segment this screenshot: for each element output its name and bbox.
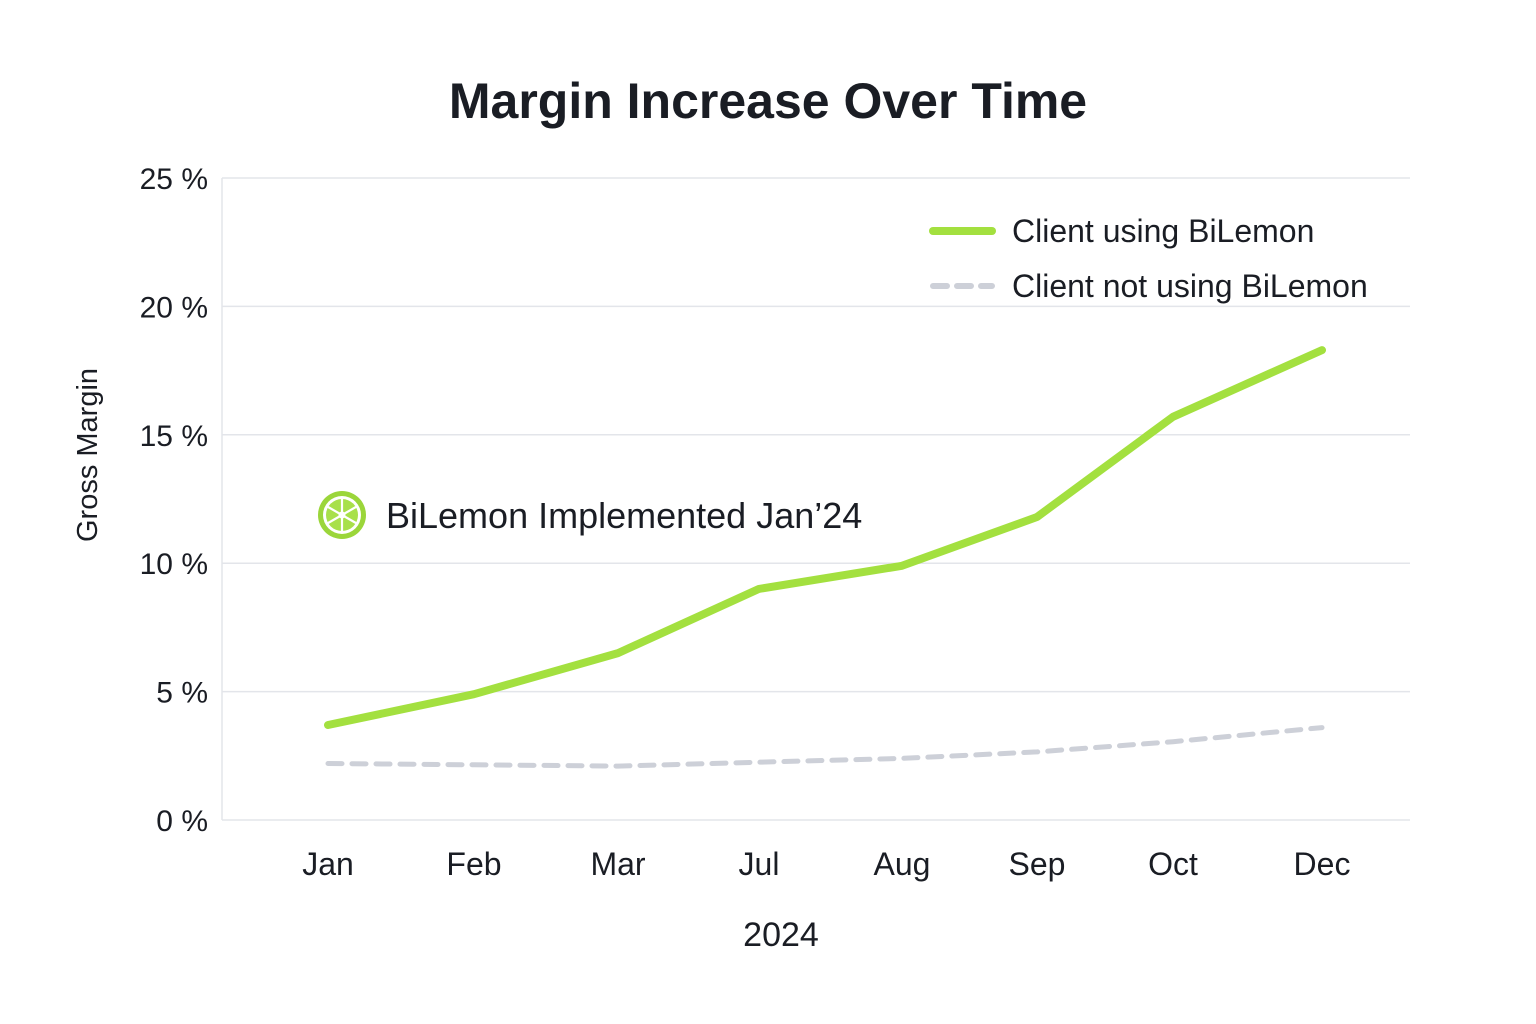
y-tick-label: 20 % [140, 291, 208, 324]
y-axis-label: Gross Margin [72, 368, 104, 542]
grid-lines [221, 177, 1410, 821]
x-tick-label: Oct [1148, 846, 1198, 882]
y-tick-label: 15 % [140, 420, 208, 453]
x-tick-label: Feb [446, 846, 501, 882]
series-lines [324, 346, 1326, 769]
x-axis-label: 2024 [743, 916, 819, 954]
x-tick-label: Jan [302, 846, 354, 882]
x-tick-label: Dec [1294, 846, 1351, 882]
y-tick-label: 25 % [140, 163, 208, 196]
x-tick-label: Mar [590, 846, 645, 882]
chart-title: Margin Increase Over Time [449, 73, 1087, 129]
annotation-text: BiLemon Implemented Jan’24 [386, 495, 862, 536]
y-tick-label: 10 % [140, 548, 208, 581]
y-tick-label: 5 % [156, 677, 208, 710]
implementation-annotation: BiLemon Implemented Jan’24 [318, 491, 862, 539]
y-tick-label: 0 % [156, 805, 208, 838]
legend: Client using BiLemon Client not using Bi… [929, 213, 1368, 304]
lemon-slice-icon [318, 491, 366, 539]
legend-label-client-using: Client using BiLemon [1012, 213, 1314, 249]
series-line-client-using [324, 346, 1326, 729]
x-tick-label: Sep [1009, 846, 1066, 882]
x-tick-label: Jul [739, 846, 780, 882]
y-axis-ticks: 0 % 5 % 10 % 15 % 20 % 25 % [140, 163, 208, 838]
x-tick-label: Aug [874, 846, 931, 882]
series-line-client-not-using [325, 725, 1325, 769]
x-axis-ticks: Jan Feb Mar Jul Aug Sep Oct Dec [302, 846, 1350, 882]
legend-label-client-not-using: Client not using BiLemon [1012, 268, 1368, 304]
